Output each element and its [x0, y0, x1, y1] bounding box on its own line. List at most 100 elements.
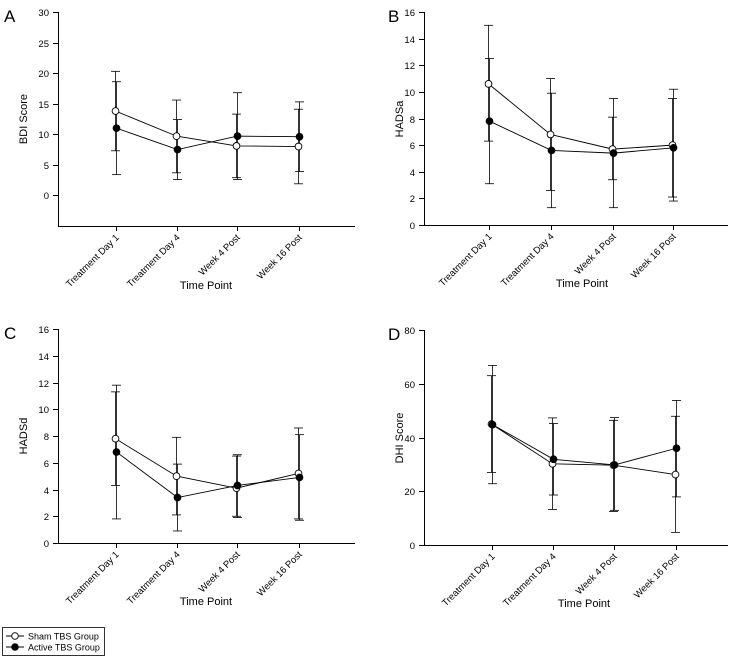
y-tick-label-c: 2	[44, 512, 49, 523]
legend-active-marker	[11, 643, 19, 651]
y-tick-label-c: 14	[38, 352, 49, 363]
data-point-active-d	[549, 455, 558, 464]
x-tick-label-a: Week 16 Post	[255, 232, 305, 282]
y-tick-label-d: 0	[410, 541, 415, 552]
y-tick-label-a: 15	[38, 100, 49, 111]
y-tick-label-c: 10	[38, 405, 49, 416]
y-tick-label-c: 12	[38, 379, 49, 390]
y-tick-label-b: 4	[410, 168, 415, 179]
x-axis-title-c: Time Point	[180, 596, 232, 608]
x-tick-label-c: Treatment Day 4	[125, 549, 183, 607]
legend-sham-label: Sham TBS Group	[28, 632, 99, 642]
y-tick-label-d: 80	[404, 326, 415, 337]
data-point-sham-a	[294, 142, 303, 151]
panel-c: C 0 2 4 6 8 10 12 14 16 Treatment Day 1 Treatment D…	[4, 324, 355, 608]
y-tick-label-a: 25	[38, 39, 49, 50]
data-point-active-a	[173, 145, 182, 154]
y-axis-title-c: HADSd	[18, 418, 30, 455]
panel-b: B 0 2 4 6 8 10 12 14 16 Treatment Day 1 Treatment D…	[388, 7, 728, 290]
x-tick-label-d: Week 16 Post	[632, 551, 682, 601]
x-tick-label-b: Treatment Day 4	[499, 231, 557, 289]
y-axis-title-d: DHI Score	[394, 413, 406, 464]
data-point-active-b	[547, 146, 556, 155]
y-tick-label-b: 8	[410, 115, 415, 126]
y-tick-label-c: 0	[44, 539, 49, 550]
x-tick-label-a: Treatment Day 1	[64, 232, 122, 290]
series-line-active-c	[116, 451, 300, 499]
series-line-sham-c	[115, 438, 299, 489]
x-tick-label-b: Week 16 Post	[629, 231, 679, 281]
panel-letter-c: C	[4, 324, 16, 343]
legend-sham-marker	[11, 632, 19, 640]
x-tick-label-c: Treatment Day 1	[64, 549, 122, 607]
x-tick-label-c: Week 16 Post	[255, 549, 305, 599]
data-point-active-c	[112, 448, 121, 456]
y-tick-label-a: 30	[38, 8, 49, 19]
data-point-active-d	[610, 461, 619, 469]
data-point-active-b	[485, 117, 494, 126]
y-tick-label-a: 5	[44, 161, 49, 172]
y-tick-label-d: 20	[404, 487, 415, 498]
panel-a: A 0 5 10 15 20 25 30 Treatment Day 1 Treatment Da…	[4, 7, 355, 292]
x-axis-title-a: Time Point	[180, 280, 232, 292]
x-tick-label-b: Treatment Day 1	[437, 231, 495, 289]
x-tick-label-c: Week 4 Post	[197, 549, 243, 595]
data-point-active-a	[295, 132, 304, 141]
y-tick-label-b: 14	[404, 35, 415, 46]
y-tick-label-a: 20	[38, 69, 49, 80]
legend: Sham TBS Group Active TBS Group	[2, 627, 105, 656]
y-tick-label-d: 60	[404, 380, 415, 391]
data-point-active-b	[609, 149, 618, 157]
data-point-active-b	[669, 143, 678, 152]
series-line-sham-a	[115, 110, 299, 147]
y-tick-label-d: 40	[404, 434, 415, 445]
y-tick-label-b: 0	[410, 221, 415, 232]
y-tick-label-b: 6	[410, 141, 415, 152]
data-point-active-a	[233, 132, 242, 140]
y-tick-label-b: 10	[404, 88, 415, 99]
data-point-sham-c	[172, 472, 181, 480]
data-point-sham-a	[232, 142, 241, 150]
y-tick-label-a: 10	[38, 130, 49, 141]
y-tick-label-c: 8	[44, 432, 49, 443]
data-point-active-c	[295, 473, 304, 482]
y-tick-label-b: 16	[404, 8, 415, 19]
y-tick-label-c: 16	[38, 325, 49, 336]
series-line-active-d	[492, 424, 677, 466]
y-tick-label-b: 2	[410, 194, 415, 205]
y-tick-label-c: 6	[44, 459, 49, 470]
data-point-active-c	[233, 481, 242, 490]
legend-box	[2, 627, 105, 656]
x-tick-label-a: Week 4 Post	[197, 232, 243, 278]
y-tick-label-c: 4	[44, 486, 49, 497]
x-tick-label-d: Treatment Day 4	[501, 551, 559, 609]
panel-letter-a: A	[4, 7, 16, 26]
x-axis-title-d: Time Point	[558, 598, 610, 610]
data-point-sham-b	[546, 130, 555, 139]
series-line-sham-b	[488, 83, 673, 150]
legend-active-label: Active TBS Group	[28, 643, 100, 653]
x-tick-label-b: Week 4 Post	[573, 231, 619, 277]
panel-letter-d: D	[388, 325, 400, 344]
series-line-active-a	[116, 127, 300, 151]
y-tick-label-a: 0	[44, 191, 49, 202]
panel-letter-b: B	[388, 7, 399, 26]
y-axis-title-a: BDI Score	[18, 94, 30, 144]
data-point-active-c	[173, 493, 182, 502]
x-tick-label-a: Treatment Day 4	[125, 232, 183, 290]
data-point-sham-a	[172, 132, 181, 140]
data-point-sham-a	[111, 107, 120, 115]
data-point-sham-d	[671, 470, 680, 479]
panel-d: D 0 20 40 60 80 Treatment Day 1 Treatment Day 4…	[388, 325, 728, 610]
series-line-active-b	[489, 120, 674, 154]
data-point-active-d	[488, 420, 497, 429]
data-point-sham-c	[111, 434, 120, 443]
data-point-active-d	[672, 444, 681, 453]
series-line-sham-d	[491, 423, 676, 476]
x-tick-label-d: Treatment Day 1	[440, 551, 498, 609]
data-point-active-a	[112, 124, 121, 133]
data-point-sham-b	[484, 80, 493, 88]
x-axis-title-b: Time Point	[556, 278, 608, 290]
y-axis-title-b: HADSa	[394, 100, 406, 138]
